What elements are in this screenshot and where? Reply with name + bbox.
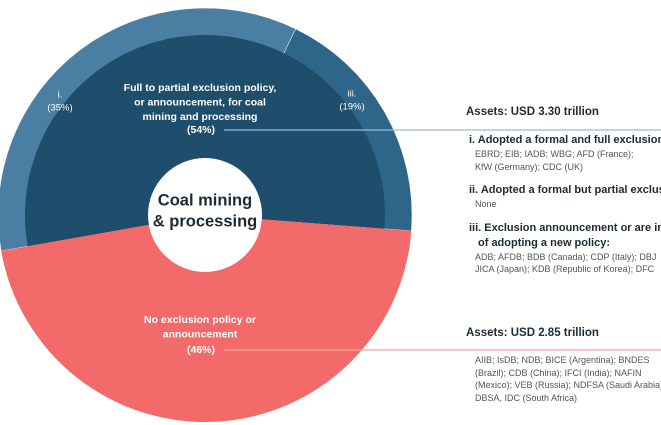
group-members: JICA (Japan); KDB (Republic of Korea); D… [475,264,655,274]
assets-label: Assets: USD 3.30 trillion [466,106,599,118]
center-label: Coal mining [158,191,252,209]
part-value: (35%) [47,103,72,114]
pie-segment [24,34,385,247]
group-heading: of adopting a new policy: [478,236,610,249]
part-label: iii. [348,89,357,100]
center-hole [148,158,262,272]
group-members: AIIB; IsDB; NDB; BICE (Argentina); BNDES [475,355,650,365]
part-label: i. [58,90,63,101]
group-members: DBSA, IDC (South Africa) [475,392,578,403]
group-members: None [475,199,497,209]
group-members: KfW (Germany); CDC (UK) [475,161,583,172]
segment-value: (46%) [187,344,215,356]
center-label: & processing [153,212,258,230]
group-heading: i. Adopted a formal and full exclusion p [469,134,661,146]
segment-label: mining and processing [143,111,258,123]
group-members: (Brazil); CDB (China); IFCI (India); NAF… [475,367,642,378]
segment-label: Full to partial exclusion policy, [124,82,277,94]
group-heading: iii. Exclusion announcement or are in th [469,221,661,234]
segment-label: No exclusion policy or [144,314,256,326]
segment-value: (54%) [187,124,215,136]
segment-label: or announcement, for coal [134,96,266,108]
segment-label: announcement [163,328,238,340]
group-members: (Mexico); VEB (Russia); NDFSA (Saudi Ara… [475,380,661,390]
assets-label: Assets: USD 2.85 trillion [466,327,599,339]
group-members: EBRD; EIB; IADB; WBG; AFD (France); [475,149,634,159]
group-heading: ii. Adopted a formal but partial exclusi… [469,184,661,196]
part-value: (19%) [339,102,364,113]
group-members: ADB; AFDB; BDB (Canada); CDP (Italy); DB… [475,251,657,262]
